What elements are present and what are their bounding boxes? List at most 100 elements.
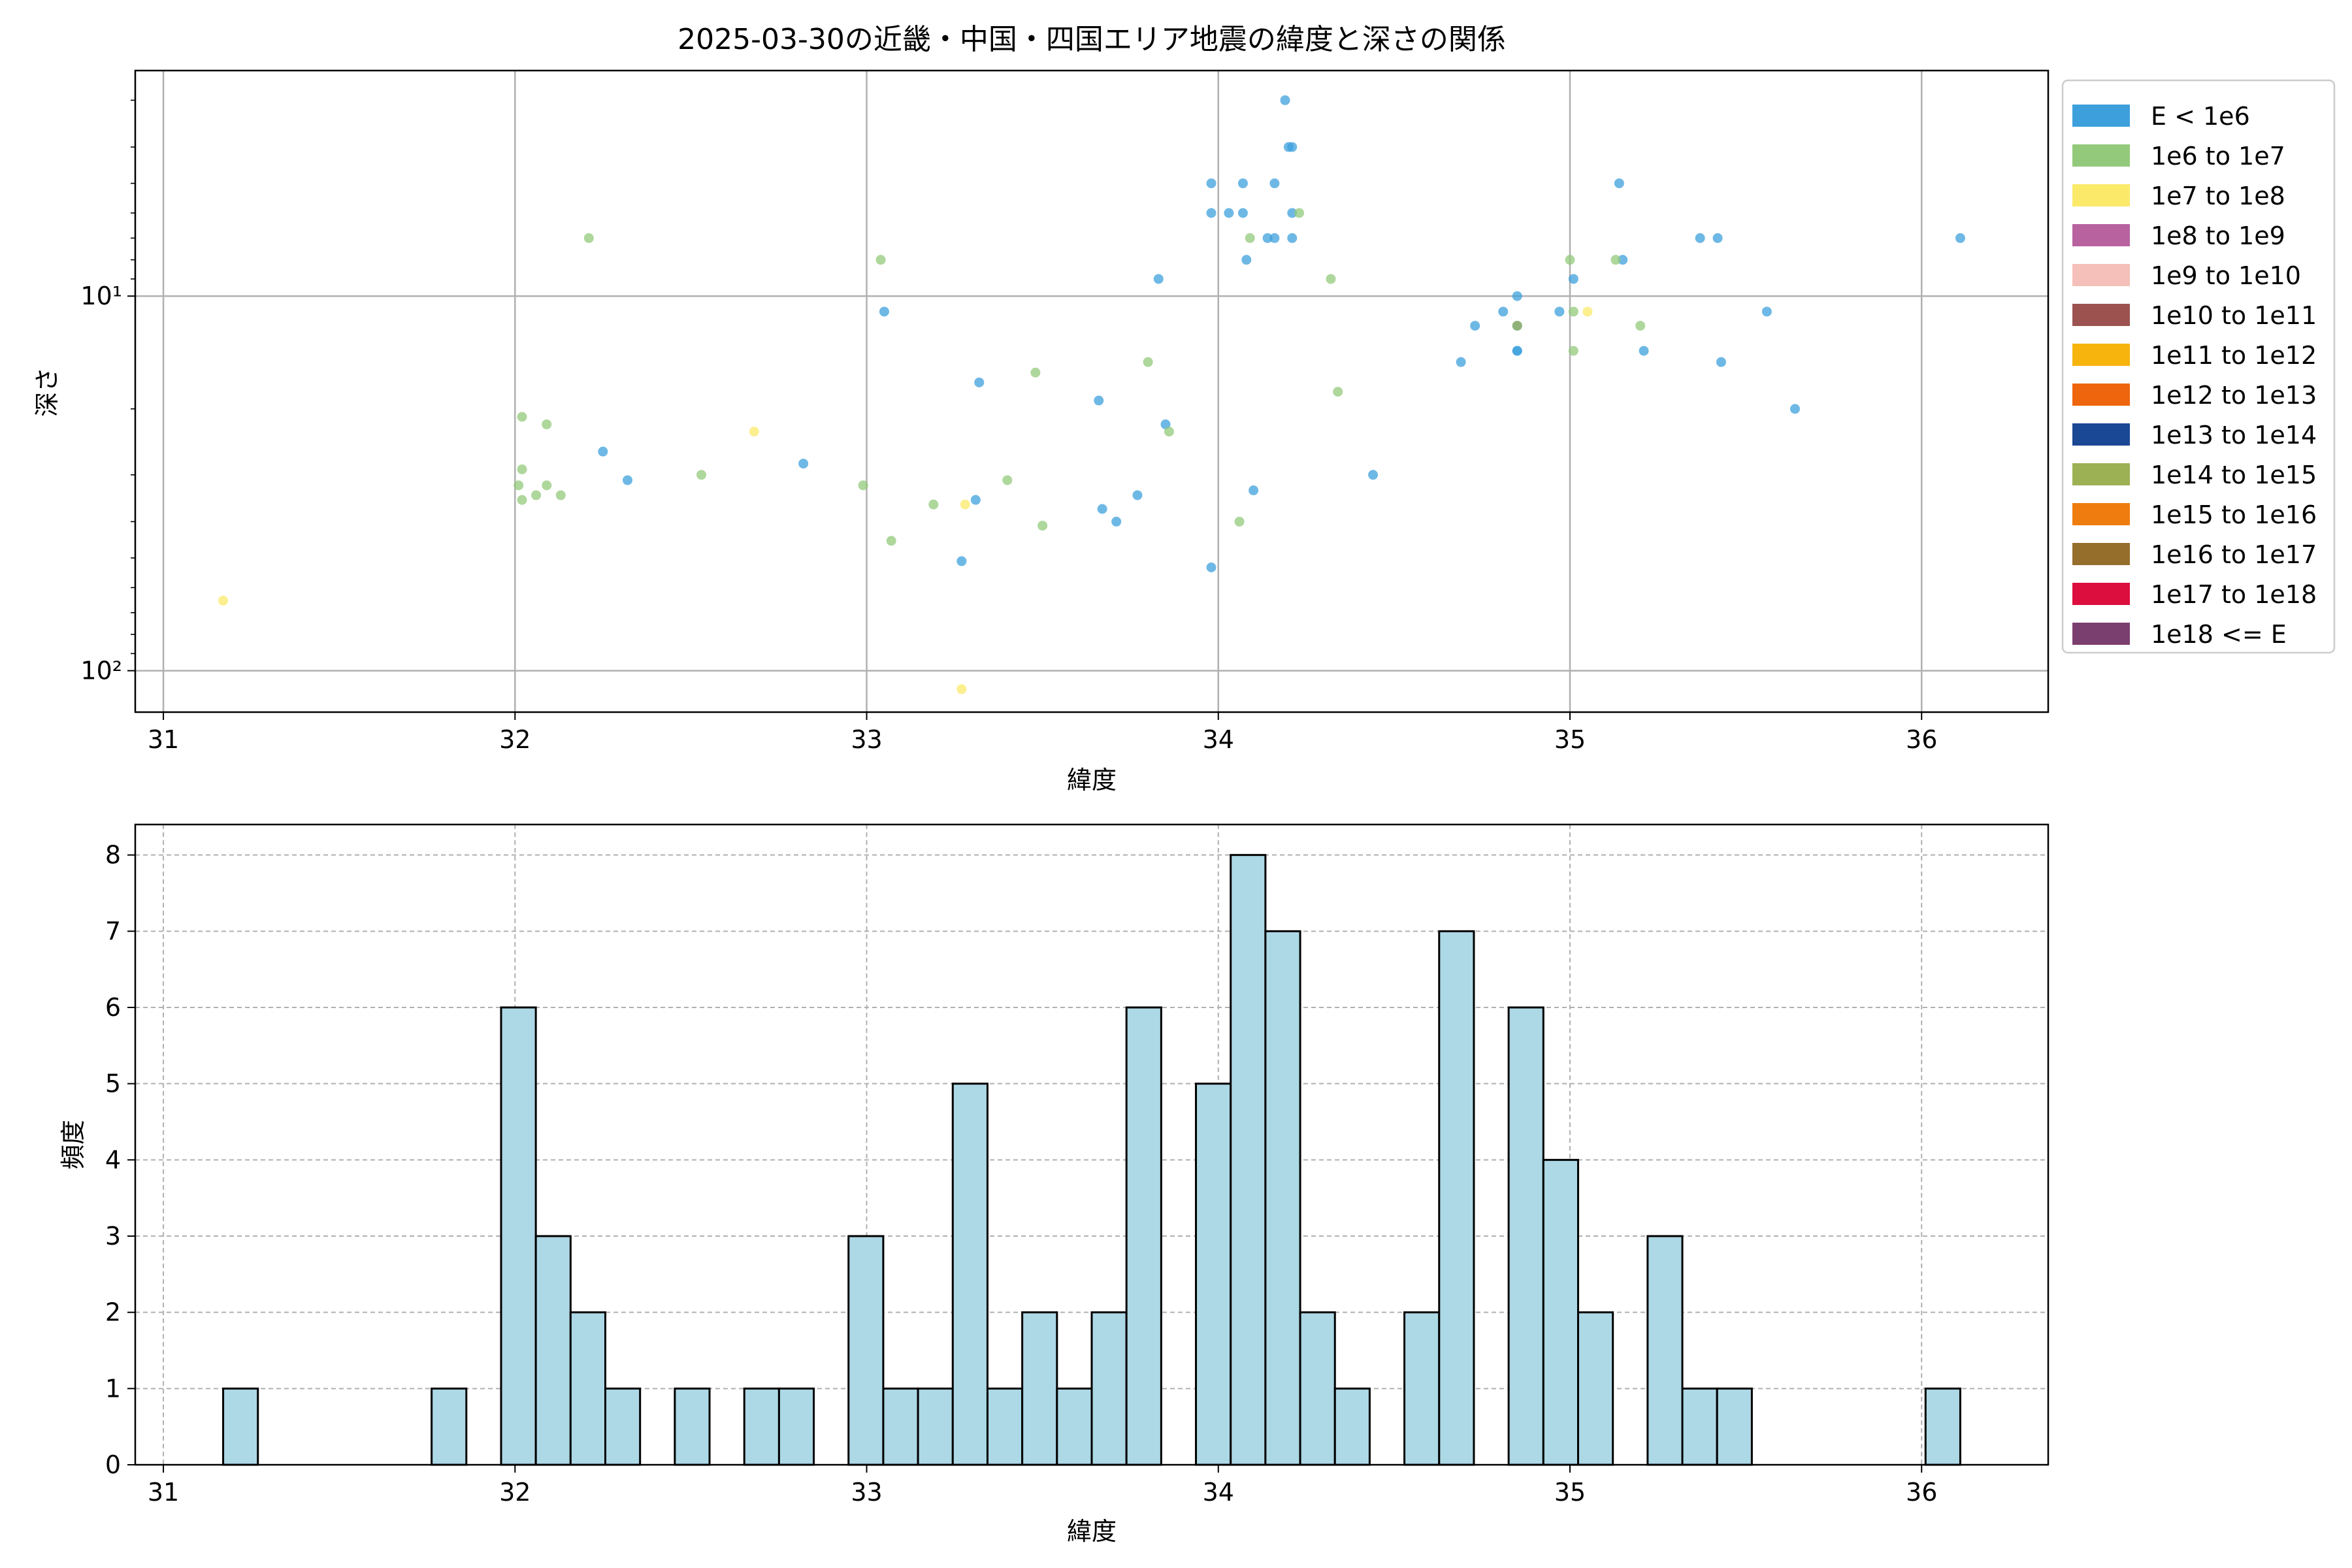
scatter-point xyxy=(517,495,527,505)
scatter-x-tick-label: 33 xyxy=(851,725,882,754)
histogram-bar xyxy=(1542,1158,1579,1466)
scatter-x-tick-label: 36 xyxy=(1906,725,1937,754)
legend-label: 1e9 to 1e10 xyxy=(2151,261,2301,290)
scatter-point xyxy=(956,684,967,694)
histogram-y-tick-label: 3 xyxy=(105,1222,121,1250)
scatter-point xyxy=(956,556,967,566)
scatter-points xyxy=(218,95,1965,694)
scatter-chart: 2025-03-30の近畿・中国・四国エリア地震の緯度と深さの関係 31 32 33… xyxy=(33,23,2336,794)
scatter-point xyxy=(1269,178,1280,189)
legend-label: 1e10 to 1e11 xyxy=(2151,301,2317,330)
histogram-bar xyxy=(1681,1387,1718,1466)
scatter-point xyxy=(1224,208,1234,218)
scatter-point xyxy=(1287,142,1298,152)
scatter-point xyxy=(879,306,889,317)
legend-label: 1e14 to 1e15 xyxy=(2151,461,2317,489)
scatter-point xyxy=(696,470,707,480)
histogram-x-tick-label: 36 xyxy=(1906,1478,1937,1507)
scatter-x-tick-label: 35 xyxy=(1554,725,1586,754)
scatter-y-axis-label: 深さ xyxy=(33,367,61,417)
histogram-bar xyxy=(882,1387,919,1466)
scatter-point xyxy=(1269,233,1280,243)
histogram-x-tick-label: 34 xyxy=(1203,1478,1234,1507)
histogram-bar xyxy=(604,1387,642,1466)
scatter-legend: E < 1e6 1e6 to 1e7 1e7 to 1e8 1e8 to 1e9 1e9… xyxy=(2061,79,2336,654)
histogram-y-axis-label: 頻度 xyxy=(59,1120,88,1169)
scatter-point xyxy=(1287,233,1298,243)
histogram-bar xyxy=(1576,1311,1614,1466)
legend-swatch xyxy=(2072,384,2130,406)
legend-swatch xyxy=(2072,105,2130,127)
histogram-bar xyxy=(1264,930,1301,1466)
scatter-legend-items: E < 1e6 1e6 to 1e7 1e7 to 1e8 1e8 to 1e9 1e9… xyxy=(2072,102,2317,649)
legend-label: 1e17 to 1e18 xyxy=(2151,580,2317,609)
scatter-point xyxy=(1164,427,1174,437)
legend-label: 1e8 to 1e9 xyxy=(2151,221,2285,250)
scatter-point xyxy=(1132,490,1143,500)
histogram-bar xyxy=(1716,1387,1753,1466)
scatter-point xyxy=(1512,346,1522,356)
histogram-x-tick-label: 31 xyxy=(148,1478,179,1507)
histogram-bar xyxy=(534,1235,572,1466)
scatter-point xyxy=(1237,208,1248,218)
scatter-point xyxy=(1262,233,1273,243)
scatter-point xyxy=(1635,321,1646,331)
histogram-y-tick-label: 2 xyxy=(105,1298,121,1327)
scatter-point xyxy=(1610,255,1621,265)
scatter-point xyxy=(1206,562,1217,572)
scatter-point xyxy=(1094,395,1104,406)
histogram-bar xyxy=(1090,1311,1128,1466)
histogram-bar xyxy=(986,1387,1024,1466)
histogram-bar xyxy=(917,1387,954,1466)
scatter-point xyxy=(928,499,939,510)
scatter-point xyxy=(1249,485,1259,496)
scatter-y-tick-label: 10¹ xyxy=(80,282,122,310)
legend-label: 1e13 to 1e14 xyxy=(2151,421,2317,449)
scatter-point xyxy=(1512,321,1522,331)
histogram-bar xyxy=(777,1387,815,1466)
histogram-y-tick-label: 7 xyxy=(105,917,121,945)
scatter-point xyxy=(218,595,229,606)
histogram-y-tick-label: 8 xyxy=(105,841,121,870)
scatter-point xyxy=(555,490,566,500)
legend-swatch xyxy=(2072,503,2130,525)
scatter-point xyxy=(1294,208,1305,218)
scatter-point xyxy=(1037,521,1048,531)
legend-label: 1e7 to 1e8 xyxy=(2151,182,2285,210)
histogram-bar xyxy=(1507,1006,1544,1466)
legend-swatch xyxy=(2072,304,2130,326)
histogram-y-tick-label: 1 xyxy=(105,1374,121,1403)
legend-swatch xyxy=(2072,623,2130,645)
histogram-bar xyxy=(569,1311,607,1466)
scatter-point xyxy=(1761,306,1772,317)
scatter-point xyxy=(749,427,759,437)
scatter-point xyxy=(1333,387,1343,397)
histogram-bar xyxy=(1333,1387,1371,1466)
legend-swatch xyxy=(2072,583,2130,605)
legend-swatch xyxy=(2072,543,2130,565)
scatter-point xyxy=(798,459,809,469)
scatter-point xyxy=(1368,470,1379,480)
scatter-point xyxy=(960,499,970,510)
scatter-point xyxy=(1234,516,1245,527)
histogram-bar xyxy=(951,1083,988,1466)
histogram-x-tick-label: 32 xyxy=(499,1478,531,1507)
scatter-point xyxy=(1245,233,1255,243)
scatter-point xyxy=(1143,357,1153,367)
scatter-point xyxy=(1565,255,1575,265)
histogram-bar xyxy=(222,1387,259,1466)
legend-swatch xyxy=(2072,344,2130,366)
histogram-bar xyxy=(1438,930,1475,1466)
histogram-x-tick-label: 35 xyxy=(1554,1478,1586,1507)
scatter-y-tick-label: 10² xyxy=(80,657,122,685)
histogram-bar xyxy=(1299,1311,1336,1466)
legend-label: 1e16 to 1e17 xyxy=(2151,540,2317,569)
scatter-point xyxy=(1568,274,1578,284)
legend-swatch xyxy=(2072,144,2130,167)
scatter-x-axis-label: 緯度 xyxy=(1067,766,1117,794)
scatter-point xyxy=(1456,357,1466,367)
scatter-point xyxy=(1111,516,1122,527)
scatter-point xyxy=(886,536,896,546)
histogram-bar xyxy=(1403,1311,1441,1466)
